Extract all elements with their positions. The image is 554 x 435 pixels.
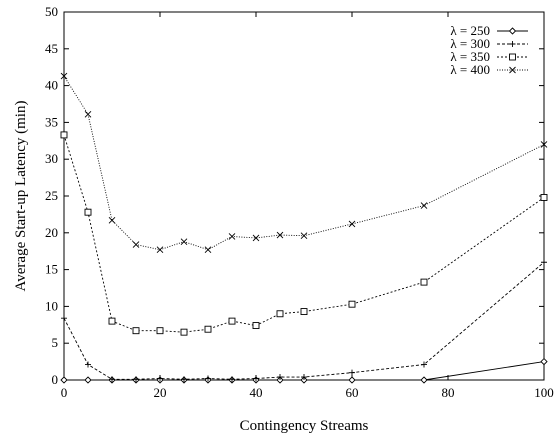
data-point (253, 375, 259, 382)
data-point (228, 233, 236, 240)
y-tick-label: 5 (52, 335, 59, 350)
data-point (85, 361, 91, 368)
data-point (300, 232, 308, 240)
legend-marker (509, 53, 516, 61)
data-point (109, 376, 115, 383)
data-point (349, 369, 355, 376)
data-point (300, 308, 308, 316)
data-point (156, 327, 164, 335)
data-point (157, 375, 163, 382)
data-point (540, 194, 548, 201)
y-tick-label: 35 (45, 114, 58, 129)
data-point (228, 317, 236, 325)
data-point (205, 375, 211, 382)
data-point (60, 376, 68, 384)
x-tick-label: 0 (61, 385, 68, 400)
x-tick-label: 40 (250, 385, 263, 400)
series-line (63, 134, 545, 333)
data-point (108, 216, 116, 224)
y-tick-label: 25 (45, 188, 58, 203)
data-point (180, 238, 188, 245)
data-point (420, 278, 428, 286)
data-point (84, 208, 92, 216)
data-point (276, 231, 284, 239)
data-point (60, 131, 68, 139)
data-point (84, 110, 92, 118)
legend-marker (509, 41, 516, 47)
data-point (540, 357, 548, 366)
data-point (84, 376, 92, 384)
data-point (156, 246, 164, 254)
y-tick-label: 50 (45, 4, 58, 19)
legend-marker (509, 66, 516, 74)
x-axis: 0 20 40 60 80 100 (61, 12, 554, 400)
data-point (132, 241, 140, 248)
x-tick-label: 20 (154, 385, 167, 400)
data-point (277, 374, 283, 381)
series-line (63, 261, 545, 380)
data-point (276, 310, 284, 318)
y-axis-label: Average Start-up Latency (min) (13, 101, 29, 292)
series-layer (60, 72, 548, 384)
y-tick-label: 45 (45, 41, 58, 56)
data-point (540, 141, 548, 148)
legend-label: λ = 400 (450, 62, 490, 77)
series-line (63, 75, 545, 251)
series-2 (61, 259, 547, 383)
data-point (108, 317, 116, 325)
data-point (541, 259, 547, 266)
legend-label: λ = 250 (450, 23, 490, 38)
data-point (61, 315, 67, 322)
data-point (420, 376, 428, 384)
series-4 (60, 72, 548, 254)
y-tick-label: 0 (52, 372, 59, 387)
y-tick-label: 10 (45, 298, 58, 313)
y-tick-label: 20 (45, 225, 58, 240)
data-point (420, 202, 428, 209)
data-point (348, 376, 356, 384)
data-point (348, 300, 356, 308)
series-line (64, 361, 545, 381)
data-point (252, 234, 260, 242)
data-point (301, 374, 307, 381)
y-tick-label: 40 (45, 78, 58, 93)
y-tick-label: 30 (45, 151, 58, 166)
data-point (181, 376, 187, 383)
legend-label: λ = 350 (450, 49, 490, 64)
data-point (229, 376, 235, 383)
data-point (60, 72, 68, 80)
data-point (204, 246, 212, 254)
data-point (252, 322, 260, 329)
y-axis: 0 5 10 15 20 25 30 35 40 45 50 (45, 4, 544, 387)
data-point (348, 220, 356, 228)
data-point (132, 327, 140, 335)
x-tick-label: 60 (346, 385, 359, 400)
data-point (204, 325, 212, 333)
y-tick-label: 15 (45, 262, 58, 277)
legend-marker (508, 27, 517, 35)
legend-label: λ = 300 (450, 36, 490, 51)
x-tick-label: 100 (534, 385, 554, 400)
data-point (421, 361, 427, 368)
data-point (180, 328, 188, 336)
x-tick-label: 80 (442, 385, 455, 400)
x-axis-label: Contingency Streams (240, 418, 369, 434)
data-point (133, 376, 139, 383)
series-3 (60, 131, 548, 336)
